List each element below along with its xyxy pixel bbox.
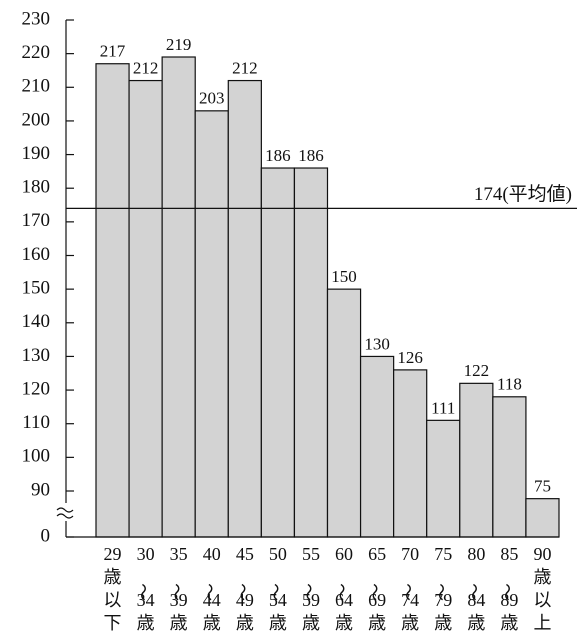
value-label: 186 <box>265 146 291 165</box>
axis-break <box>56 503 74 521</box>
value-label: 122 <box>464 361 490 380</box>
bar <box>492 396 527 538</box>
bar <box>459 382 494 538</box>
reference-label: 174(平均値) <box>474 183 572 205</box>
value-label: 126 <box>397 348 423 367</box>
bar <box>525 498 560 538</box>
y-tick-label: 90 <box>31 479 50 500</box>
value-label: 203 <box>199 89 225 108</box>
y-tick-label: 0 <box>41 525 51 546</box>
value-label: 217 <box>100 42 126 61</box>
y-tick-label: 110 <box>22 412 50 433</box>
value-label: 150 <box>331 267 357 286</box>
y-tick-label: 150 <box>22 278 51 299</box>
y-tick-label: 100 <box>22 446 51 467</box>
bar <box>260 167 296 538</box>
value-label: 118 <box>497 375 522 394</box>
bar <box>293 167 329 538</box>
value-label: 75 <box>534 477 551 496</box>
x-tick-label: 60 〜64 歳 <box>331 544 353 633</box>
value-label: 212 <box>232 58 258 77</box>
x-tick-label: 65 〜69 歳 <box>364 544 386 633</box>
bar <box>128 79 163 538</box>
y-tick-label: 200 <box>22 109 51 130</box>
value-label: 130 <box>364 334 390 353</box>
x-tick-label: 80 〜84 歳 <box>463 544 485 633</box>
x-tick-label: 50 〜54 歳 <box>265 544 287 633</box>
value-label: 186 <box>298 146 324 165</box>
x-tick-label: 40 〜44 歳 <box>199 544 221 633</box>
y-tick-label: 210 <box>22 76 51 97</box>
x-tick-label: 90 歳以上 <box>533 544 551 633</box>
x-tick-label: 70 〜74 歳 <box>397 544 419 633</box>
bar <box>161 56 196 538</box>
y-tick-label: 130 <box>22 345 51 366</box>
value-label: 219 <box>166 35 192 54</box>
y-tick-label: 140 <box>22 311 51 332</box>
x-tick-label: 75 〜79 歳 <box>430 544 452 633</box>
value-label: 111 <box>431 398 455 417</box>
y-tick-label: 230 <box>22 8 51 29</box>
bar <box>359 355 395 538</box>
x-tick-label: 45 〜49 歳 <box>232 544 254 633</box>
x-tick-label: 30 〜34 歳 <box>133 544 155 633</box>
x-tick-label: 55 〜59 歳 <box>298 544 320 633</box>
bar <box>227 79 262 538</box>
y-tick-label: 180 <box>22 177 51 198</box>
bar <box>194 110 229 538</box>
y-tick-label: 190 <box>22 143 51 164</box>
x-tick-label: 29 歳以下 <box>104 544 122 633</box>
bar <box>426 419 461 538</box>
bar <box>393 369 428 538</box>
bar <box>95 63 130 538</box>
bar <box>326 288 362 538</box>
x-tick-label: 85 〜89 歳 <box>496 544 518 633</box>
value-label: 212 <box>133 58 159 77</box>
x-tick-label: 35 〜39 歳 <box>166 544 188 633</box>
y-tick-label: 170 <box>22 210 51 231</box>
y-tick-label: 220 <box>22 42 51 63</box>
y-tick-label: 120 <box>22 378 51 399</box>
y-tick-label: 160 <box>22 244 51 265</box>
